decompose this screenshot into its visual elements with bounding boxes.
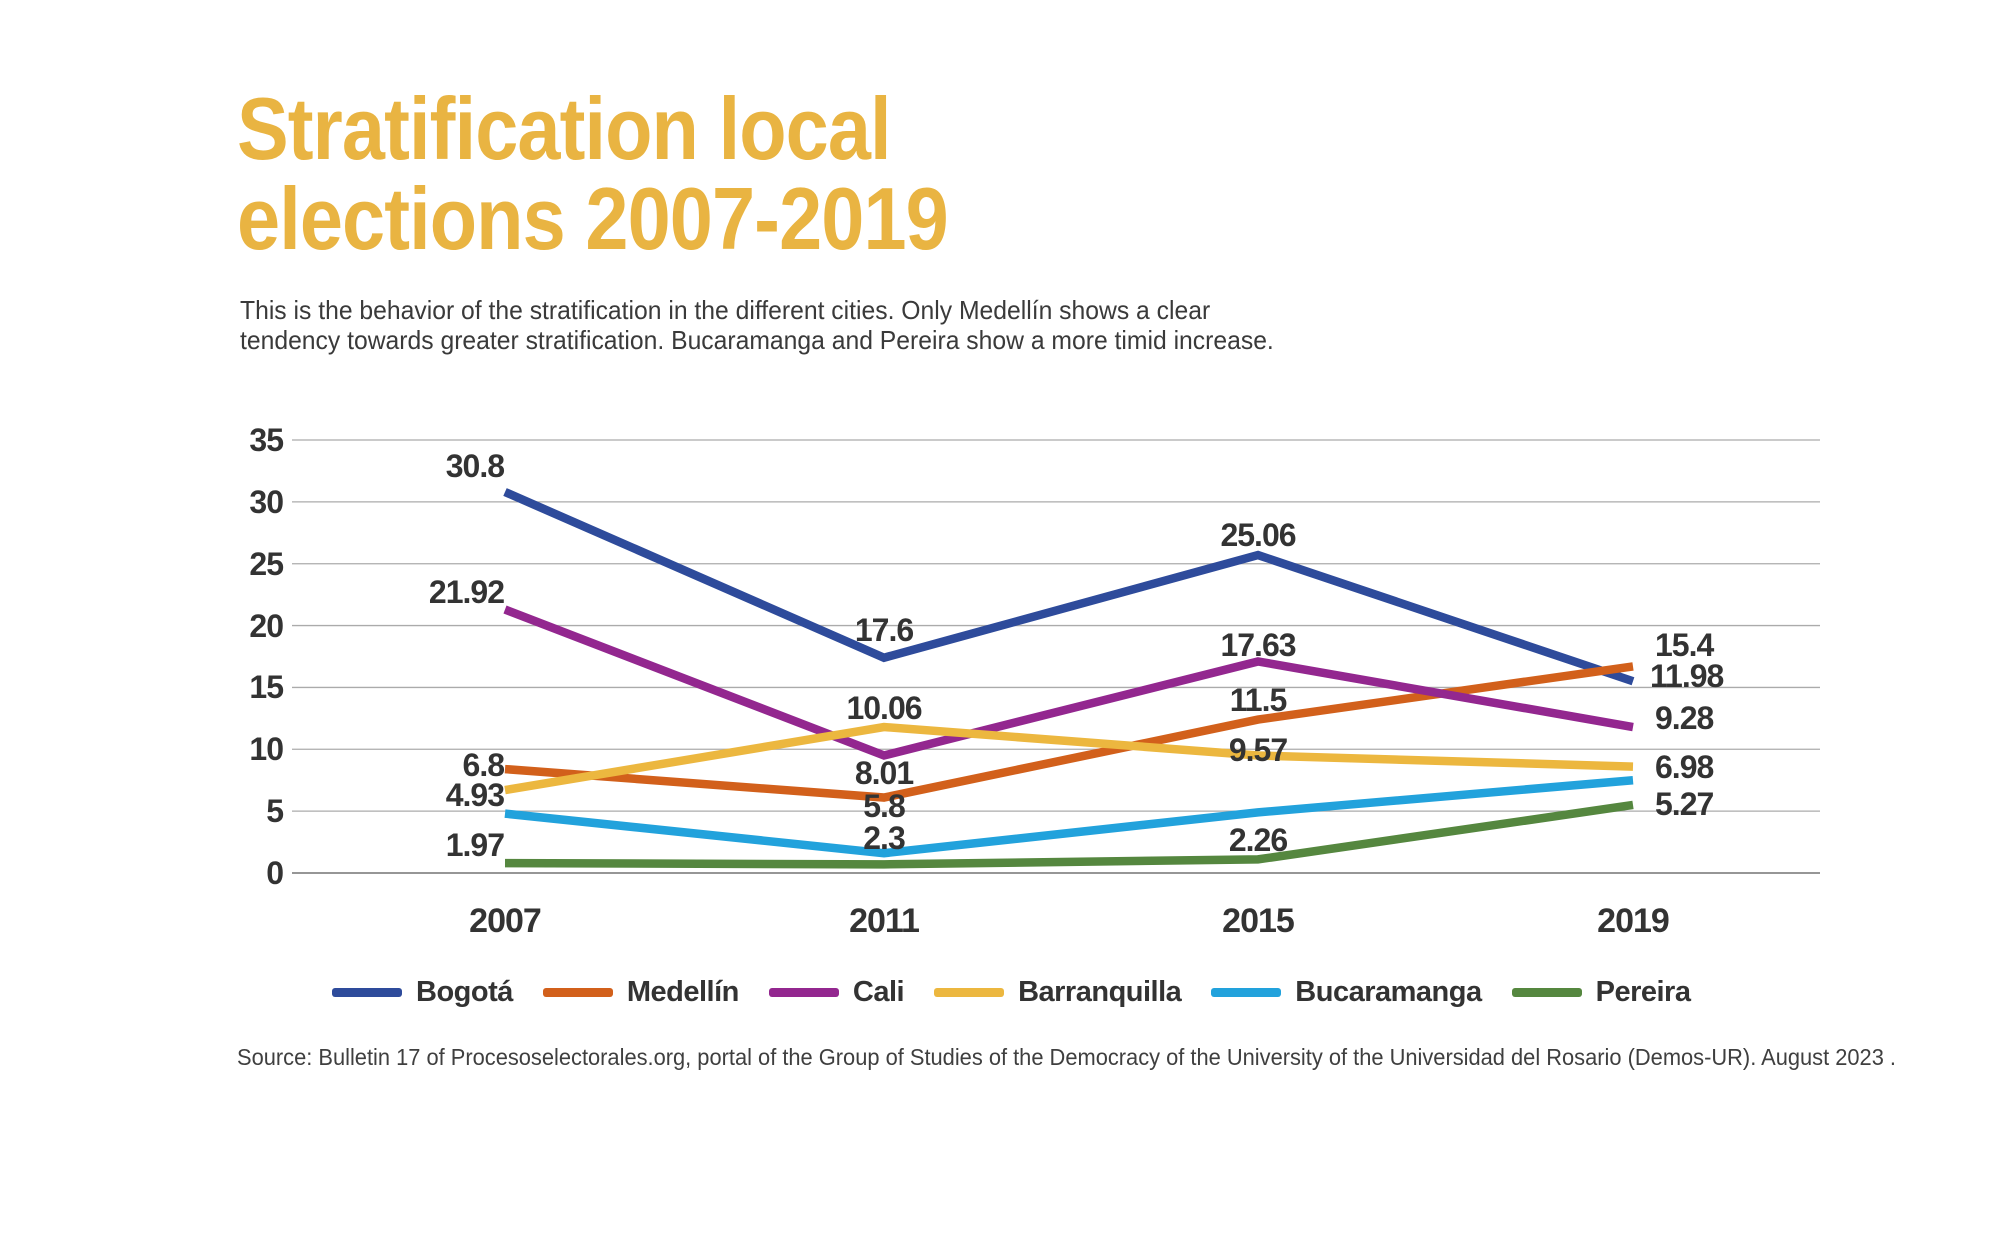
chart-subtitle-line1: This is the behavior of the stratificati… [240,295,1211,325]
legend-item-bucaramanga: Bucaramanga [1211,975,1482,1009]
data-label-1.97: 1.97 [445,827,505,863]
data-label-9.57: 9.57 [1228,732,1288,768]
legend-item-medellín: Medellín [542,975,740,1009]
legend-swatch-barranquilla [934,987,1005,997]
data-label-4.93: 4.93 [445,777,505,813]
data-label-5.27: 5.27 [1655,786,1714,822]
legend-label-bucaramanga: Bucaramanga [1295,975,1482,1008]
y-tick-label-25: 25 [249,545,284,582]
legend-label-bogotá: Bogotá [416,975,513,1008]
page-title-line1: Stratification local [237,79,892,178]
y-tick-label-20: 20 [249,607,284,644]
legend-label-medellín: Medellín [626,975,740,1008]
data-label-8.01: 8.01 [854,755,914,791]
data-label-9.28: 9.28 [1655,700,1714,736]
chart-legend: Bogotá Medellín Cali Barranquilla Bucaramang… [332,974,1691,1010]
data-label-17.6: 17.6 [854,612,914,648]
page-title: Stratification local elections 2007-2019 [237,79,949,268]
y-tick-label-0: 0 [266,855,284,891]
legend-swatch-cali [768,987,839,997]
data-label-15.4: 15.4 [1655,627,1714,663]
data-label-2.26: 2.26 [1228,822,1288,858]
legend-item-bogotá: Bogotá [332,976,513,1009]
data-label-6.8: 6.8 [462,747,505,783]
x-tick-label-2007: 2007 [469,902,542,940]
legend-swatch-bogotá [332,987,402,997]
legend-label-barranquilla: Barranquilla [1018,975,1182,1008]
series-line-medellín [504,662,1634,802]
legend-label-pereira: Pereira [1595,975,1691,1008]
series-line-bucaramanga [504,775,1634,858]
data-label-30.8: 30.8 [445,448,505,484]
series-line-barranquilla [504,722,1634,795]
legend-item-barranquilla: Barranquilla [934,975,1182,1009]
data-label-11.98: 11.98 [1650,658,1724,694]
y-tick-label-30: 30 [249,483,284,520]
y-tick-label-10: 10 [249,731,284,768]
x-tick-label-2019: 2019 [1597,902,1670,940]
series-line-bogotá [503,488,1635,686]
legend-swatch-medellín [542,987,613,997]
source-note: Source: Bulletin 17 of Procesoselectoral… [237,1044,1896,1070]
data-label-6.98: 6.98 [1655,749,1714,785]
legend-label-cali: Cali [852,975,905,1008]
y-tick-label-35: 35 [249,422,284,458]
legend-item-cali: Cali [768,975,905,1009]
legend-swatch-bucaramanga [1211,987,1282,997]
x-tick-label-2015: 2015 [1222,902,1295,940]
data-label-2.3: 2.3 [863,820,905,856]
data-label-17.63: 17.63 [1220,627,1296,663]
x-tick-label-2011: 2011 [849,902,920,940]
chart-subtitle: This is the behavior of the stratificati… [240,295,1274,355]
data-label-10.06: 10.06 [846,690,922,726]
legend-item-pereira: Pereira [1511,975,1691,1009]
series-line-pereira [504,800,1634,869]
chart-subtitle-line2: tendency towards greater stratification.… [240,325,1274,355]
data-label-5.8: 5.8 [863,788,905,824]
data-label-21.92: 21.92 [428,574,505,610]
page-title-line2: elections 2007-2019 [237,169,949,268]
data-label-11.5: 11.5 [1229,682,1288,718]
y-tick-label-15: 15 [249,669,284,706]
data-label-25.06: 25.06 [1220,517,1296,553]
y-tick-label-5: 5 [266,793,284,830]
legend-swatch-pereira [1511,987,1582,997]
series-line-cali [503,605,1634,760]
